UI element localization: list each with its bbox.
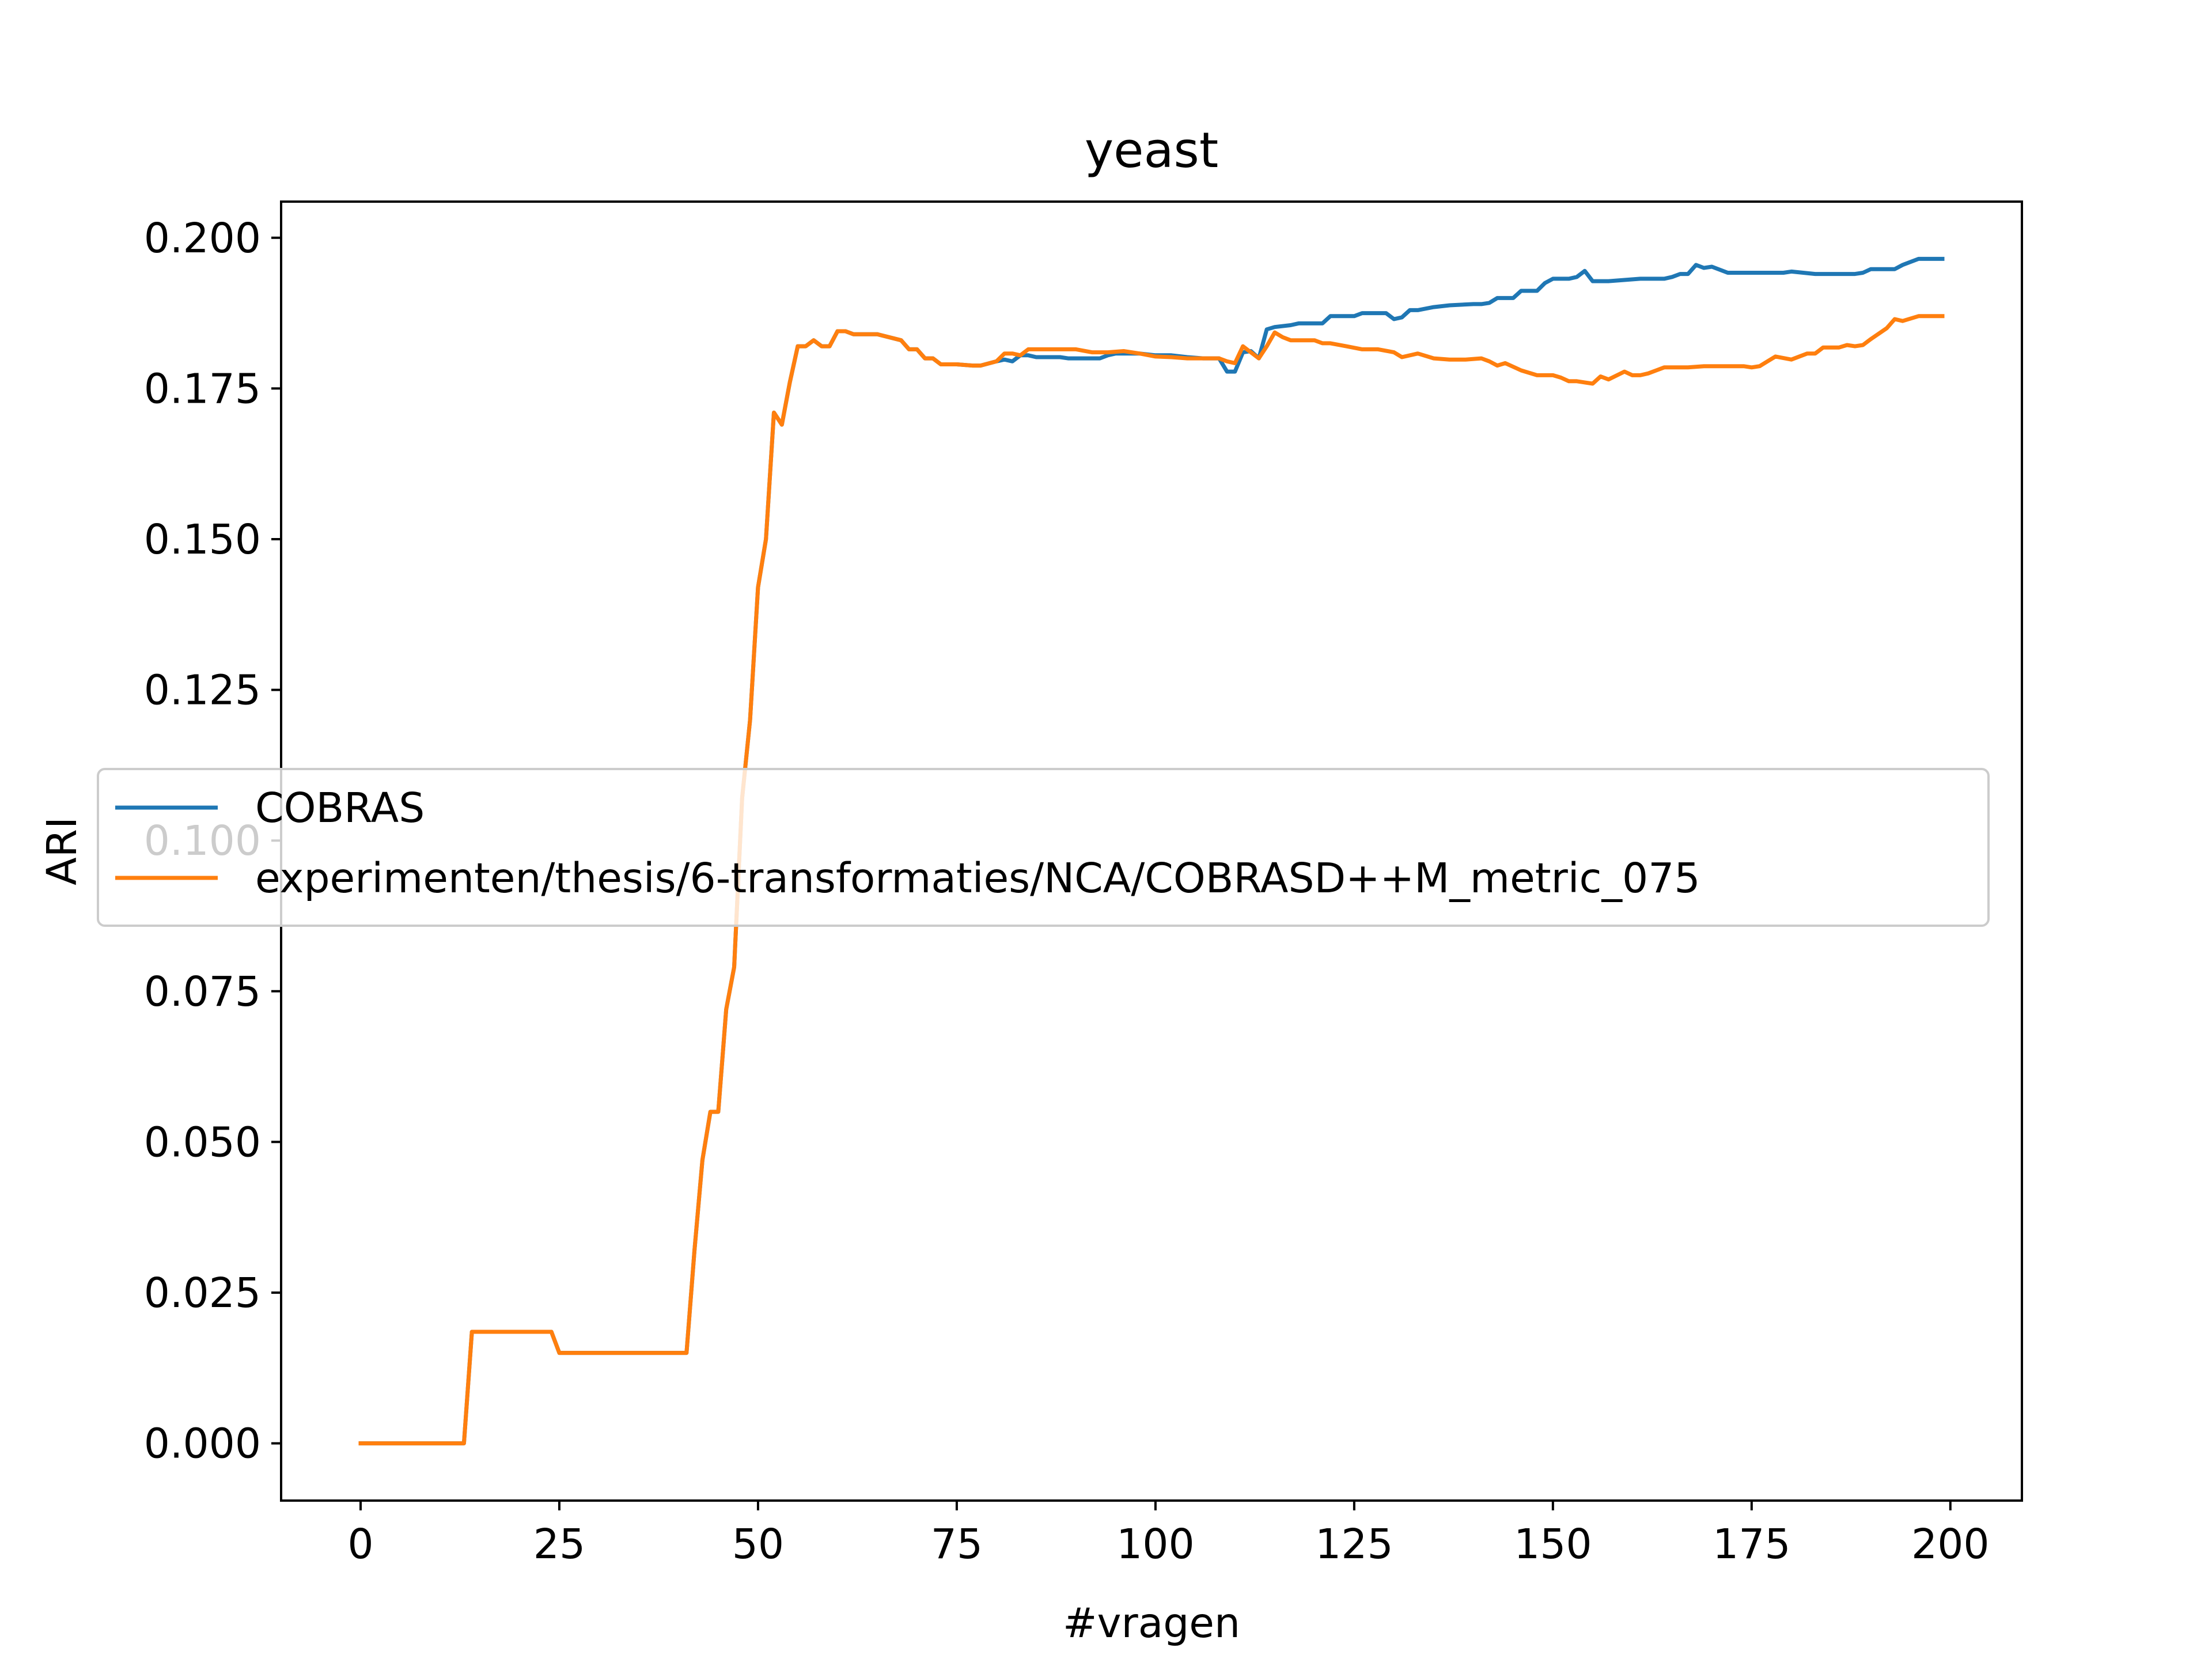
y-tick-label: 0.200 (144, 214, 261, 262)
legend-box (97, 768, 1990, 927)
x-tick-label: 25 (533, 1520, 585, 1568)
x-tick-label: 75 (931, 1520, 983, 1568)
x-tick-label: 150 (1514, 1520, 1592, 1568)
y-tick-label: 0.125 (144, 666, 261, 714)
legend-label: COBRAS (255, 784, 425, 832)
series-line-2 (358, 314, 1945, 1446)
y-tick-label: 0.075 (144, 968, 261, 1016)
x-tick-label: 175 (1713, 1520, 1791, 1568)
y-tick-label: 0.000 (144, 1420, 261, 1468)
x-axis-label: #vragen (1063, 1599, 1240, 1647)
x-tick-label: 50 (732, 1520, 784, 1568)
x-tick-label: 100 (1116, 1520, 1195, 1568)
series-layer (358, 256, 1945, 1446)
y-axis-label: ARI (38, 817, 86, 885)
chart-title: yeast (1085, 122, 1218, 179)
y-tick-label: 0.025 (144, 1269, 261, 1317)
x-tick-label: 125 (1315, 1520, 1393, 1568)
x-tick-label: 200 (1911, 1520, 1990, 1568)
y-tick-label: 0.050 (144, 1118, 261, 1166)
legend: COBRAS experimenten/thesis/6-transformati… (97, 768, 1990, 927)
legend-label: experimenten/thesis/6-transformaties/NCA… (255, 854, 1700, 902)
x-axis: 0 25 50 75 100 125 150 175 200 (347, 1501, 1990, 1568)
y-tick-label: 0.175 (144, 365, 261, 412)
x-tick-label: 0 (347, 1520, 373, 1568)
y-tick-label: 0.150 (144, 516, 261, 563)
